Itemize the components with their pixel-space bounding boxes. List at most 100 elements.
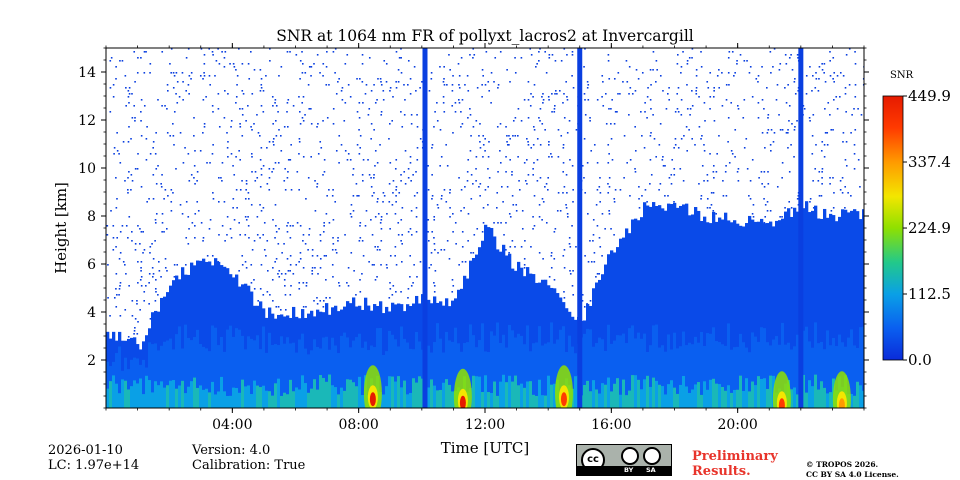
noise-speckle xyxy=(250,282,253,284)
noise-speckle xyxy=(115,288,117,290)
signal-column-mid xyxy=(226,329,230,408)
boundary-layer xyxy=(574,376,578,408)
signal-column-mid xyxy=(688,342,692,408)
signal-column-mid xyxy=(544,343,548,408)
boundary-layer xyxy=(718,384,722,408)
noise-speckle xyxy=(172,123,174,125)
boundary-layer xyxy=(793,387,797,408)
noise-speckle xyxy=(784,207,786,209)
noise-speckle xyxy=(131,93,133,95)
noise-speckle xyxy=(610,138,613,140)
noise-speckle xyxy=(526,138,528,140)
noise-speckle xyxy=(296,171,299,173)
noise-speckle xyxy=(134,243,137,245)
signal-column xyxy=(478,247,482,408)
signal-column-mid xyxy=(379,327,383,408)
boundary-layer xyxy=(244,386,248,408)
noise-speckle xyxy=(481,69,484,71)
noise-speckle xyxy=(347,84,350,86)
noise-speckle xyxy=(298,282,301,284)
noise-speckle xyxy=(305,285,308,287)
noise-speckle xyxy=(829,183,831,185)
noise-speckle xyxy=(221,51,223,53)
noise-speckle xyxy=(655,81,657,83)
signal-column xyxy=(808,212,812,408)
noise-speckle xyxy=(218,177,220,179)
signal-column-mid xyxy=(202,346,206,408)
boundary-layer xyxy=(187,386,191,408)
noise-speckle xyxy=(221,180,223,182)
noise-speckle xyxy=(185,57,188,59)
noise-speckle xyxy=(395,195,397,197)
noise-speckle xyxy=(380,81,382,83)
noise-speckle xyxy=(193,177,195,179)
colorbar-tick-label: 0.0 xyxy=(908,351,932,369)
noise-speckle xyxy=(172,135,175,137)
noise-speckle xyxy=(650,108,652,110)
noise-speckle xyxy=(134,318,137,320)
noise-speckle xyxy=(371,195,374,197)
noise-speckle xyxy=(592,240,594,242)
noise-speckle xyxy=(128,216,131,218)
noise-speckle xyxy=(464,84,466,86)
noise-speckle xyxy=(308,108,311,110)
boundary-layer xyxy=(547,375,551,408)
boundary-layer xyxy=(262,385,266,408)
noise-speckle xyxy=(451,279,454,281)
noise-speckle xyxy=(641,135,643,137)
signal-column-mid xyxy=(280,336,284,408)
noise-speckle xyxy=(137,282,139,284)
cc-license-badge[interactable]: cc BY SA xyxy=(576,444,672,476)
noise-speckle xyxy=(653,138,656,140)
noise-speckle xyxy=(274,99,277,101)
signal-column xyxy=(529,273,533,408)
noise-speckle xyxy=(508,213,511,215)
noise-speckle xyxy=(334,201,337,203)
noise-speckle xyxy=(436,120,439,122)
noise-speckle xyxy=(253,240,256,242)
noise-speckle xyxy=(395,189,397,191)
noise-speckle xyxy=(226,132,228,134)
noise-speckle xyxy=(173,144,175,146)
noise-speckle xyxy=(482,222,485,224)
noise-speckle xyxy=(140,270,142,272)
noise-speckle xyxy=(751,96,754,98)
signal-column-mid xyxy=(166,340,170,408)
noise-speckle xyxy=(818,195,821,197)
noise-speckle xyxy=(340,144,343,146)
noise-speckle xyxy=(356,144,359,146)
noise-speckle xyxy=(140,285,143,287)
boundary-layer xyxy=(445,379,449,408)
noise-speckle xyxy=(187,153,190,155)
noise-speckle xyxy=(461,246,464,248)
noise-speckle xyxy=(196,180,198,182)
noise-speckle xyxy=(260,147,263,149)
boundary-layer xyxy=(481,391,485,408)
noise-speckle xyxy=(563,48,566,50)
noise-speckle xyxy=(565,174,568,176)
signal-column-mid xyxy=(148,342,152,408)
noise-speckle xyxy=(140,267,142,269)
noise-speckle xyxy=(373,129,375,131)
noise-speckle xyxy=(548,57,551,59)
noise-speckle xyxy=(302,96,305,98)
noise-speckle xyxy=(695,75,698,77)
noise-speckle xyxy=(430,252,433,254)
noise-speckle xyxy=(119,162,122,164)
noise-speckle xyxy=(557,156,560,158)
noise-speckle xyxy=(545,222,548,224)
noise-speckle xyxy=(316,297,318,299)
noise-speckle xyxy=(253,288,256,290)
noise-speckle xyxy=(638,207,641,209)
noise-speckle xyxy=(538,51,540,53)
noise-speckle xyxy=(646,117,648,119)
noise-speckle xyxy=(232,198,235,200)
noise-speckle xyxy=(565,204,567,206)
noise-speckle xyxy=(790,207,793,209)
noise-speckle xyxy=(430,72,433,74)
noise-speckle xyxy=(116,294,118,296)
noise-speckle xyxy=(488,177,491,179)
signal-column-mid xyxy=(505,347,509,408)
noise-speckle xyxy=(130,189,132,191)
noise-speckle xyxy=(479,183,482,185)
